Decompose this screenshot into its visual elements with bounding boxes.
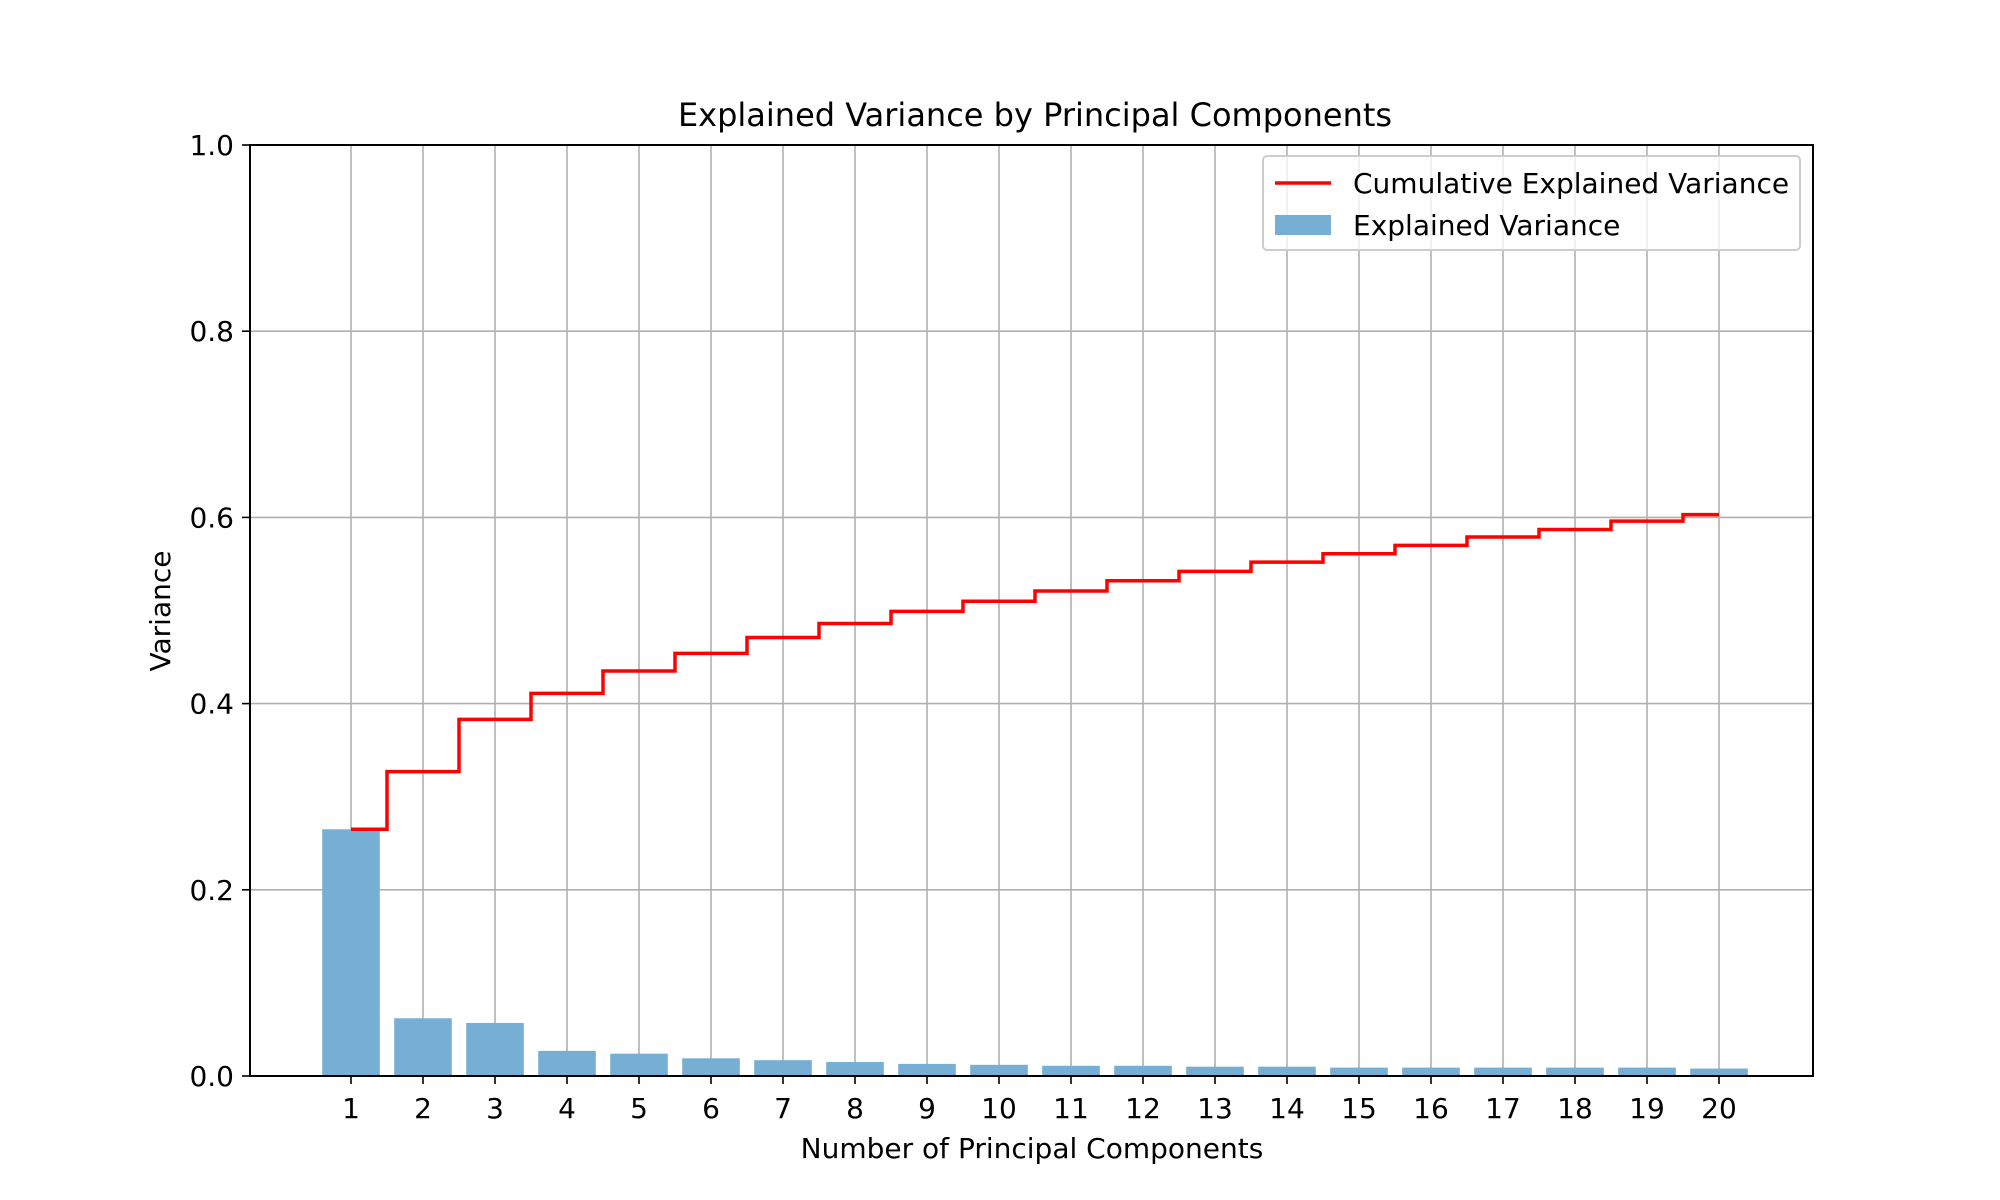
plot-frame [249,144,1814,1077]
x-axis: 1 2 3 4 5 6 7 8 9 10 11 12 13 14 15 16 17 18 19 20 [342,1076,1737,1125]
x-tick-label: 14 [1269,1092,1305,1125]
x-tick-label: 16 [1413,1092,1449,1125]
bar [898,1063,956,1076]
bar [538,1050,596,1076]
y-axis: 0.0 0.2 0.4 0.6 0.8 1.0 [189,129,250,1093]
y-axis-label: Variance [144,551,177,672]
bar [1474,1067,1532,1076]
x-tick-label: 18 [1557,1092,1593,1125]
x-tick-label: 20 [1701,1092,1737,1125]
cumulative-variance-line [351,512,1719,832]
bar [1114,1065,1172,1076]
legend-swatch-explained [1275,215,1331,235]
x-tick-label: 11 [1053,1092,1089,1125]
y-tick-label: 0.4 [189,688,234,721]
chart-title: Explained Variance by Principal Componen… [678,96,1392,134]
x-tick-label: 10 [981,1092,1017,1125]
x-tick-label: 3 [486,1092,504,1125]
bar [322,829,380,1076]
x-tick-label: 12 [1125,1092,1161,1125]
legend-label-explained: Explained Variance [1353,209,1620,242]
legend: Cumulative Explained Variance Explained … [1262,155,1801,251]
bar [754,1060,812,1076]
bar [826,1062,884,1076]
x-tick-label: 7 [774,1092,792,1125]
x-tick-label: 2 [414,1092,432,1125]
bar [1186,1066,1244,1076]
legend-box [1262,155,1801,251]
x-tick-label: 13 [1197,1092,1233,1125]
bar [1330,1067,1388,1076]
bar [1402,1067,1460,1076]
x-axis-label: Number of Principal Components [801,1132,1264,1165]
bar [970,1064,1028,1076]
x-tick-label: 19 [1629,1092,1665,1125]
x-tick-label: 17 [1485,1092,1521,1125]
y-tick-label: 0.0 [189,1060,234,1093]
x-tick-label: 5 [630,1092,648,1125]
x-tick-label: 9 [918,1092,936,1125]
y-tick-label: 1.0 [189,129,234,162]
x-tick-label: 4 [558,1092,576,1125]
bar [682,1058,740,1076]
bar [466,1022,524,1076]
x-tick-label: 1 [342,1092,360,1125]
x-tick-label: 6 [702,1092,720,1125]
y-tick-label: 0.8 [189,315,234,348]
bar [610,1053,668,1076]
bar [1618,1067,1676,1076]
bar [1042,1065,1100,1076]
legend-label-cumulative: Cumulative Explained Variance [1353,167,1789,200]
bars [322,829,1748,1076]
bar [1258,1066,1316,1076]
y-tick-label: 0.2 [189,874,234,907]
x-tick-label: 15 [1341,1092,1377,1125]
bar [1546,1067,1604,1076]
bar [394,1018,452,1076]
y-tick-label: 0.6 [189,501,234,534]
x-tick-label: 8 [846,1092,864,1125]
bar [1690,1068,1748,1076]
